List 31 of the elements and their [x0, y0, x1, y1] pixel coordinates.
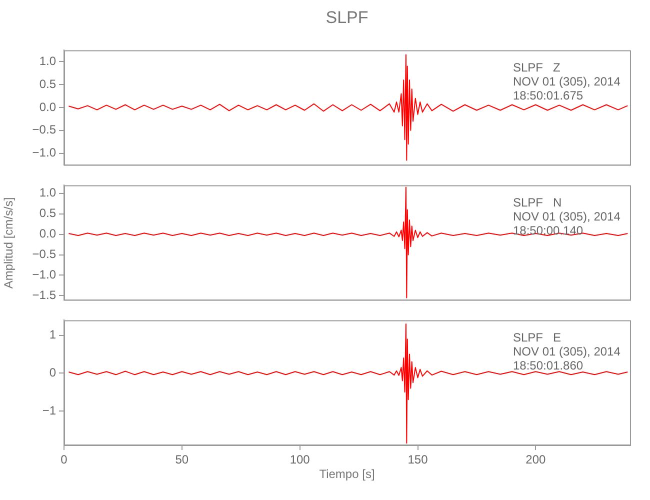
- x-tick-label: 150: [408, 452, 428, 467]
- chart-title: SLPF: [324, 8, 370, 28]
- annotation: NOV 01 (305), 2014: [513, 74, 621, 89]
- y-tick-label: 1.0: [39, 186, 56, 200]
- annotation: 18:50:01.860: [513, 358, 584, 373]
- annotation: 18:50:01.675: [513, 88, 584, 103]
- annotation: SLPF N: [513, 196, 562, 210]
- annotation: 18:50:00.140: [513, 224, 584, 238]
- y-tick-label: 0: [49, 365, 56, 380]
- y-tick-label: 1: [49, 328, 56, 342]
- x-tick-label: 50: [175, 452, 189, 467]
- x-tick-label: 200: [526, 452, 546, 467]
- y-tick-label: −1.0: [32, 268, 56, 282]
- y-axis-title: Amplitud [cm/s/s]: [1, 196, 16, 288]
- y-tick-label: −1: [42, 403, 56, 418]
- y-tick-label: 0.0: [39, 226, 56, 241]
- annotation: NOV 01 (305), 2014: [513, 210, 621, 224]
- x-axis-title: Tiempo [s]: [318, 467, 376, 481]
- y-tick-label: −0.5: [32, 247, 56, 262]
- y-tick-label: 1.0: [39, 54, 56, 68]
- x-tick-label: 0: [60, 452, 68, 467]
- y-tick-label: −1.0: [32, 146, 56, 160]
- y-tick-label: 0.5: [39, 76, 56, 91]
- y-tick-label: −0.5: [32, 122, 56, 137]
- x-tick-label: 100: [290, 452, 310, 467]
- y-tick-label: 0.0: [39, 100, 56, 114]
- annotation: NOV 01 (305), 2014: [513, 344, 621, 359]
- annotation: SLPF Z: [513, 60, 560, 75]
- y-tick-label: 0.5: [39, 206, 56, 220]
- annotation: SLPF E: [513, 330, 562, 345]
- y-tick-label: −1.5: [32, 288, 56, 302]
